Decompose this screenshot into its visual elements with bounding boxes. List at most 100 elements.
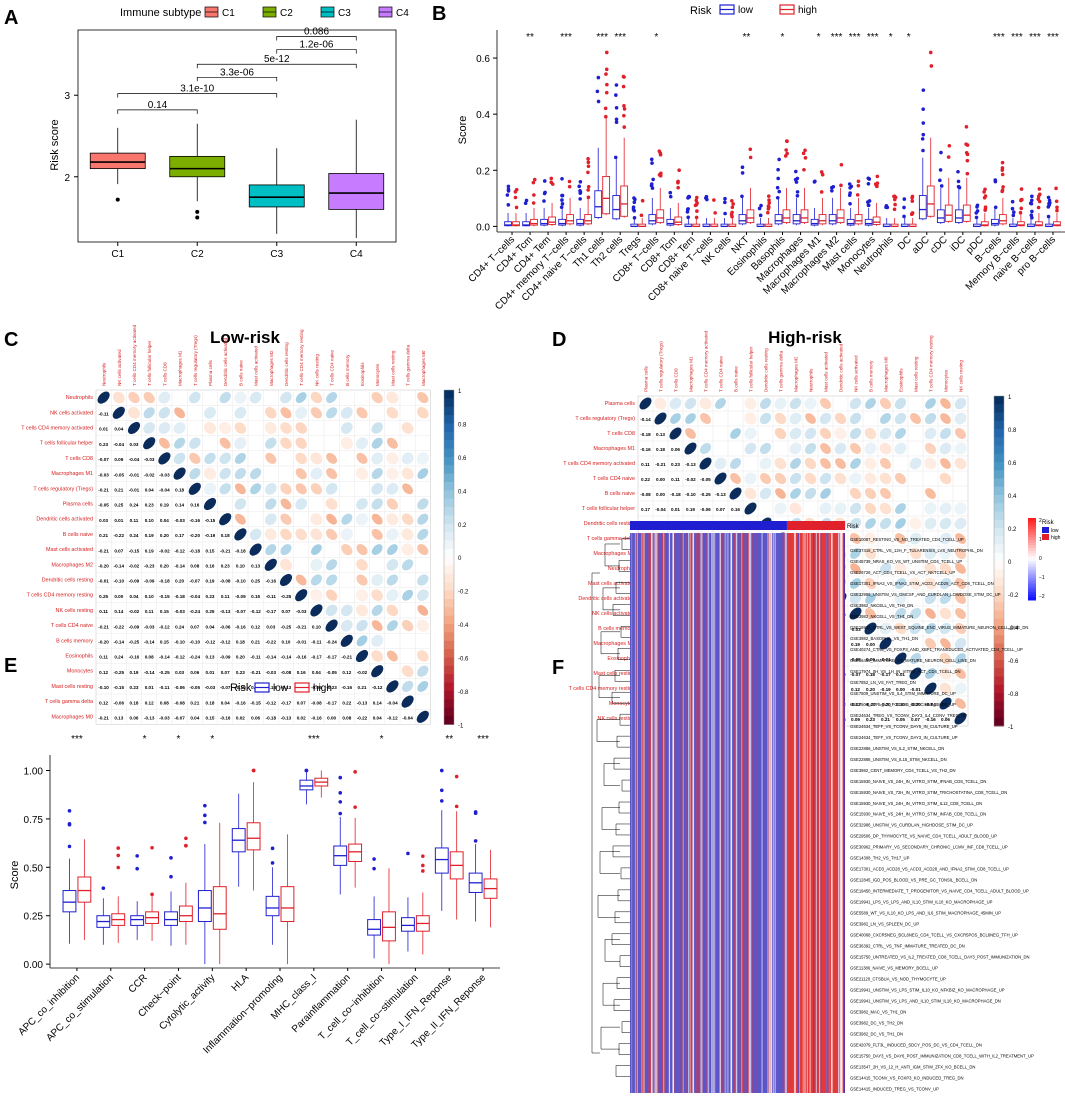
significance-e-11: ** — [445, 734, 453, 745]
colorbar-f-seg-11 — [1028, 548, 1036, 552]
coef-plotC-20-17: -0.13 — [357, 700, 368, 705]
outlier-b-low-21-3 — [884, 205, 889, 209]
ellipse-plotC-1-21 — [417, 407, 429, 419]
colorbar-seg-plotD-1 — [994, 404, 1004, 413]
colorbar-seg-plotC-21 — [444, 565, 454, 575]
box-b-high-0 — [512, 221, 520, 227]
ellipse-plotD-0-19 — [925, 398, 936, 409]
ellipse-plotD-1-13 — [834, 412, 847, 425]
colorbar-seg-plotD-29 — [994, 635, 1004, 644]
outlier-b-high-18-1 — [839, 183, 843, 188]
coef-plotC-5-0: -0.03 — [98, 472, 109, 477]
cell-plotC-0-20 — [399, 389, 416, 406]
outlier-b-high-14-2 — [767, 201, 772, 205]
coef-plotC-11-5: -0.14 — [174, 564, 185, 569]
heatmap-stripe-131 — [695, 533, 697, 1093]
outlier-b-high-2-1 — [549, 176, 554, 181]
coef-plotC-11-1: -0.14 — [114, 564, 125, 569]
ellipse-plotD-13-17 — [894, 592, 907, 605]
outlier-b-low-29-5 — [1030, 209, 1034, 214]
ellipse-plotD-11-17 — [894, 562, 907, 575]
box-b-low-23 — [918, 195, 927, 220]
coef-plotC-17-12: -0.14 — [281, 655, 292, 660]
outlier-b-high-28-5 — [1019, 198, 1023, 203]
outlier-b-high-4-4 — [586, 164, 591, 169]
row-label-plotD-9: T cells gamma delta — [587, 536, 635, 542]
heatmap-stripe-130 — [739, 533, 741, 1093]
coef-plotC-10-6: -0.18 — [190, 548, 201, 553]
coef-plotC-17-7: 0.13 — [206, 655, 215, 660]
row-label-f-43: GSE3982_MAC_VS_TH1_DN — [850, 1009, 906, 1014]
diag-plotC-17 — [355, 649, 369, 663]
outlier-b-high-9-4 — [676, 179, 680, 184]
box-e-high-4 — [212, 886, 227, 930]
colorbar-seg-plotC-6 — [444, 440, 454, 450]
ellipse-plotD-16-19 — [924, 637, 937, 650]
ellipse-plotC-14-18 — [371, 604, 383, 616]
ellipse-plotC-5-18 — [371, 468, 383, 480]
ellipse-plotC-10-19 — [386, 544, 398, 556]
cell-plotC-1-20 — [399, 405, 416, 421]
row-label-f-26: GSE32986_UNSTIM_VS_CURDLAN_HIGHDOSE_STIM… — [850, 823, 973, 828]
heatmap-stripe-43 — [767, 533, 769, 1093]
ellipse-plotD-0-8 — [759, 397, 772, 410]
ellipse-plotC-3-11 — [265, 437, 277, 449]
colorbar-f-tick-4: −2 — [1039, 594, 1045, 600]
ellipse-plotD-5-8 — [759, 472, 772, 485]
coef-plotC-12-1: -0.10 — [114, 579, 125, 584]
cell-plotC-1-10 — [247, 405, 264, 421]
row-label-plotC-1: NK cells activated — [50, 410, 93, 416]
row-label-f-40: GSE21120_CTSBUA_VS_NOD_THYMOCYTE_UP — [850, 976, 946, 981]
cell-plotC-8-10 — [247, 511, 264, 527]
cell-plotC-3-21 — [415, 435, 431, 451]
coef-plotD-7-0: 0.17 — [641, 507, 650, 512]
coef-plotC-6-4: -0.04 — [159, 488, 170, 493]
ellipse-plotD-6-10 — [790, 488, 801, 499]
ellipse-plotC-2-5 — [173, 422, 186, 434]
ellipse-plotC-4-19 — [386, 452, 399, 465]
cell-plotD-2-5 — [712, 425, 729, 442]
colorbar-seg-plotD-28 — [994, 627, 1004, 636]
heatmap-stripe-133 — [756, 533, 758, 1093]
outlier-b-low-7-0 — [632, 200, 637, 205]
ellipse-plotC-8-9 — [234, 513, 246, 525]
coef-plotC-13-9: -0.09 — [235, 594, 246, 599]
y-axis-label-a: Risk score — [49, 119, 61, 170]
colorbar-seg-plotC-22 — [444, 573, 454, 583]
outlier-b-high-22-1 — [910, 199, 915, 203]
significance-b-3: *** — [560, 32, 572, 43]
colorbar-f-tick-2: 0 — [1039, 556, 1042, 562]
coef-plotC-9-2: 0.24 — [130, 533, 139, 538]
ellipse-plotD-16-20 — [940, 638, 951, 649]
col-label-plotC-4: T cells CD8 — [162, 362, 167, 386]
coef-plotC-20-8: 0.04 — [221, 700, 230, 705]
ellipse-plotD-7-15 — [864, 502, 877, 515]
coef-plotC-16-13: -0.01 — [296, 640, 307, 645]
outlier-b-low-13-0 — [740, 194, 744, 199]
row-label-plotC-20: T cells gamma delta — [45, 699, 93, 705]
box-b-high-15 — [782, 209, 791, 224]
row-label-f-24: GSE15930_NAIVE_VS_24H_IN_VITRO_STIM_IL12… — [850, 801, 982, 806]
colorbar-seg-plotC-24 — [444, 590, 454, 600]
outlier-b-high-23-0 — [928, 50, 933, 55]
coef-plotC-15-1: -0.22 — [114, 624, 125, 629]
ellipse-plotC-5-9 — [234, 467, 247, 480]
colorbar-tick-plotC-3: 0.4 — [458, 489, 467, 495]
outlier-b-low-20-3 — [867, 199, 872, 203]
ellipse-plotD-1-11 — [805, 413, 816, 424]
heatmap-stripe-115 — [689, 533, 691, 1093]
heatmap-stripe-10 — [711, 533, 713, 1093]
colorbar-seg-plotC-33 — [444, 665, 454, 675]
coef-plotC-12-8: -0.08 — [220, 579, 231, 584]
outlier-b-high-27-6 — [1000, 172, 1005, 177]
outlier-b-high-4-5 — [586, 185, 591, 189]
row-label-plotD-3: Macrophages M1 — [593, 446, 635, 452]
coef-plotC-20-1: -0.06 — [114, 700, 125, 705]
coef-plotC-21-1: 0.13 — [114, 716, 123, 721]
significance-b-28: *** — [1011, 32, 1023, 43]
coef-plotC-6-0: -0.21 — [98, 488, 109, 493]
cell-plotC-11-21 — [415, 557, 431, 573]
ellipse-plotC-4-17 — [356, 452, 368, 464]
ellipse-plotC-14-21 — [417, 605, 429, 616]
ellipse-plotD-14-18 — [909, 607, 922, 620]
